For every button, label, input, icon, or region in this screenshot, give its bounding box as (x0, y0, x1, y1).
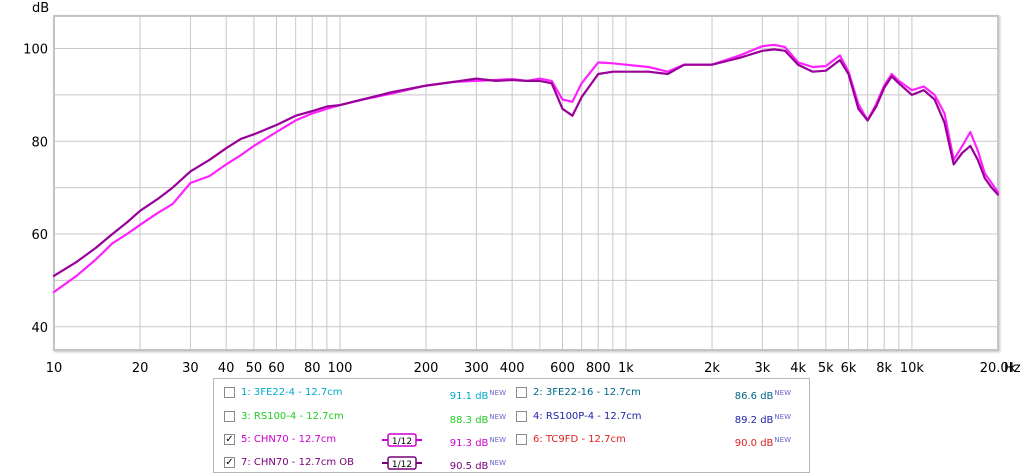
legend-checkbox[interactable]: ✓ (224, 457, 235, 468)
legend-item-6[interactable]: 6: TC9FD - 12.7cm 90.0 dBNEW (516, 433, 796, 449)
x-tick-label: 50 (246, 361, 263, 376)
legend-level: 90.0 dBNEW (734, 436, 791, 449)
new-badge: NEW (489, 459, 506, 467)
new-badge: NEW (774, 413, 791, 421)
legend-label: 1: 3FE22-4 - 12.7cm (241, 387, 343, 398)
smoothing-label: 1/12 (392, 460, 412, 470)
x-tick-label: 800 (586, 361, 611, 376)
legend-item-2[interactable]: 2: 3FE22-16 - 12.7cm 86.6 dBNEW (516, 386, 796, 402)
legend-label: 5: CHN70 - 12.7cm (241, 434, 337, 445)
new-badge: NEW (774, 436, 791, 444)
legend-checkbox[interactable] (516, 411, 527, 422)
legend-item-3[interactable]: 3: RS100-4 - 12.7cm 88.3 dBNEW (224, 410, 506, 426)
series-line-1 (52, 43, 1000, 294)
x-tick-label: 400 (500, 361, 525, 376)
new-badge: NEW (774, 389, 791, 397)
legend-item-4[interactable]: 4: RS100P-4 - 12.7cm 89.2 dBNEW (516, 410, 796, 426)
new-badge: NEW (489, 436, 506, 444)
x-tick-label: 600 (550, 361, 575, 376)
x-tick-label: 6k (841, 361, 857, 376)
x-tick-label: 1k (618, 361, 634, 376)
x-tick-label: 60 (268, 361, 285, 376)
legend-level: 88.3 dBNEW (449, 413, 506, 426)
plot-area (53, 15, 999, 351)
legend-label: 4: RS100P-4 - 12.7cm (533, 411, 642, 422)
x-tick-label: 8k (876, 361, 892, 376)
smoothing-icon[interactable]: 1/12 (382, 456, 422, 470)
x-tick-label: 40 (218, 361, 235, 376)
legend-level: 89.2 dBNEW (734, 413, 791, 426)
series-line-2 (52, 48, 1000, 277)
legend-checkbox[interactable]: ✓ (224, 434, 235, 445)
legend-checkbox[interactable] (516, 387, 527, 398)
x-tick-label: 4k (790, 361, 806, 376)
legend-label: 6: TC9FD - 12.7cm (533, 434, 626, 445)
y-axis-label: dB (32, 1, 49, 16)
y-tick-label: 60 (31, 228, 48, 243)
new-badge: NEW (489, 413, 506, 421)
legend-panel: 1: 3FE22-4 - 12.7cm 91.1 dBNEW 2: 3FE22-… (213, 378, 810, 473)
frequency-response-chart: 40 60 80 100 10 20 30 40 50 60 80 100 200 300 400 600 8… (23, 1, 1021, 376)
y-tick-label: 40 (31, 321, 48, 336)
legend-level: 91.1 dBNEW (449, 389, 506, 402)
x-tick-label: 20.0k (980, 361, 1017, 376)
legend-level: 91.3 dBNEW (449, 436, 506, 449)
x-tick-label: 5k (818, 361, 834, 376)
x-tick-label: 10 (46, 361, 63, 376)
x-tick-label: 100 (328, 361, 353, 376)
legend-checkbox[interactable] (224, 387, 235, 398)
legend-label: 7: CHN70 - 12.7cm OB (241, 457, 354, 468)
x-tick-label: 300 (464, 361, 489, 376)
legend-checkbox[interactable] (516, 434, 527, 445)
x-tick-label: 30 (182, 361, 199, 376)
legend-level: 90.5 dBNEW (449, 459, 506, 472)
y-tick-label: 80 (31, 135, 48, 150)
x-tick-labels: 10 20 30 40 50 60 80 100 200 300 400 600 800 1k 2k 3k 4k… (46, 361, 1017, 376)
legend-label: 2: 3FE22-16 - 12.7cm (533, 387, 641, 398)
x-tick-label: 80 (304, 361, 321, 376)
x-axis-label: Hz (1004, 361, 1021, 376)
new-badge: NEW (489, 389, 506, 397)
x-tick-label: 2k (704, 361, 720, 376)
legend-item-5[interactable]: ✓ 5: CHN70 - 12.7cm 1/12 91.3 dBNEW (224, 433, 506, 449)
smoothing-icon[interactable]: 1/12 (382, 433, 422, 447)
x-tick-label: 200 (414, 361, 439, 376)
y-tick-label: 100 (23, 42, 48, 57)
legend-checkbox[interactable] (224, 411, 235, 422)
legend-item-7[interactable]: ✓ 7: CHN70 - 12.7cm OB 1/12 90.5 dBNEW (224, 456, 506, 472)
series-lines (52, 43, 1000, 294)
legend-item-1[interactable]: 1: 3FE22-4 - 12.7cm 91.1 dBNEW (224, 386, 506, 402)
legend-level: 86.6 dBNEW (734, 389, 791, 402)
y-tick-labels: 40 60 80 100 (23, 42, 48, 335)
x-tick-label: 20 (132, 361, 149, 376)
x-tick-label: 3k (754, 361, 770, 376)
smoothing-label: 1/12 (392, 437, 412, 447)
grid-lines (54, 16, 999, 350)
legend-label: 3: RS100-4 - 12.7cm (241, 411, 344, 422)
x-tick-label: 10k (900, 361, 925, 376)
